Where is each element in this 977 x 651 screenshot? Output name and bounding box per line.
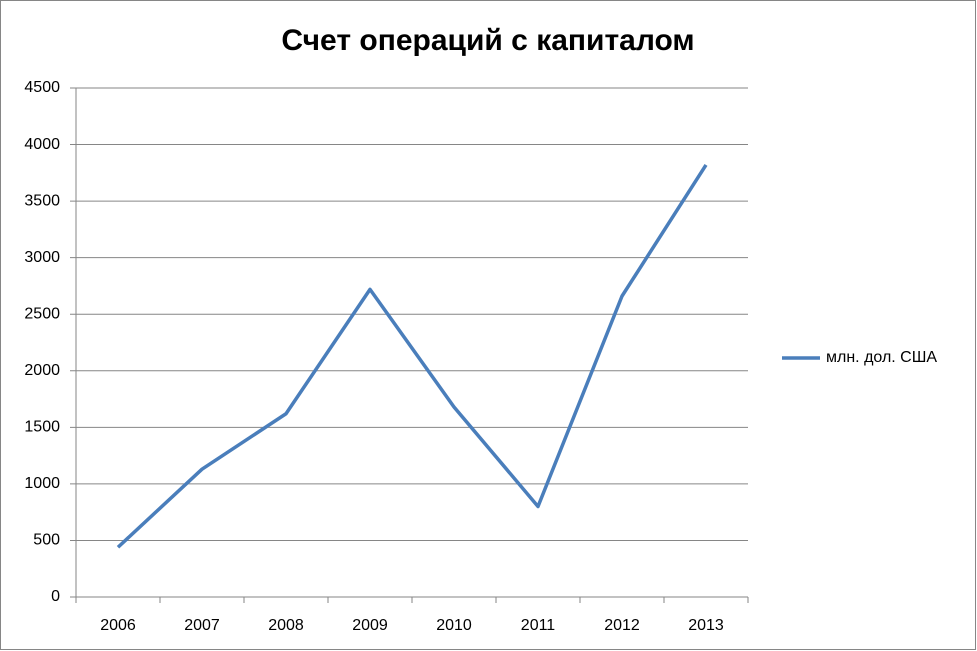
x-tick-label: 2011 bbox=[521, 617, 556, 634]
x-tick-label: 2006 bbox=[100, 617, 136, 634]
x-tick-label: 2012 bbox=[604, 617, 640, 634]
y-tick-label: 0 bbox=[51, 588, 60, 605]
y-tick-label: 4000 bbox=[24, 136, 60, 153]
data-line bbox=[116, 163, 708, 549]
legend-label: млн. дол. США bbox=[826, 349, 937, 366]
y-tick-label: 500 bbox=[33, 532, 60, 549]
y-tick-label: 1000 bbox=[24, 475, 60, 492]
y-tick-label: 2000 bbox=[24, 362, 60, 379]
y-tick-label: 4500 bbox=[24, 79, 60, 96]
y-tick-label: 1500 bbox=[24, 419, 60, 436]
chart-title: Счет операций с капиталом bbox=[281, 24, 694, 57]
x-tick-label: 2008 bbox=[268, 617, 304, 634]
x-tick-label: 2013 bbox=[688, 617, 724, 634]
x-tick-label: 2010 bbox=[436, 617, 472, 634]
y-tick-label: 2500 bbox=[24, 305, 60, 322]
y-tick-label: 3500 bbox=[24, 192, 60, 209]
x-tick-label: 2009 bbox=[352, 617, 388, 634]
x-tick-label: 2007 bbox=[184, 617, 220, 634]
y-tick-label: 3000 bbox=[24, 249, 60, 266]
